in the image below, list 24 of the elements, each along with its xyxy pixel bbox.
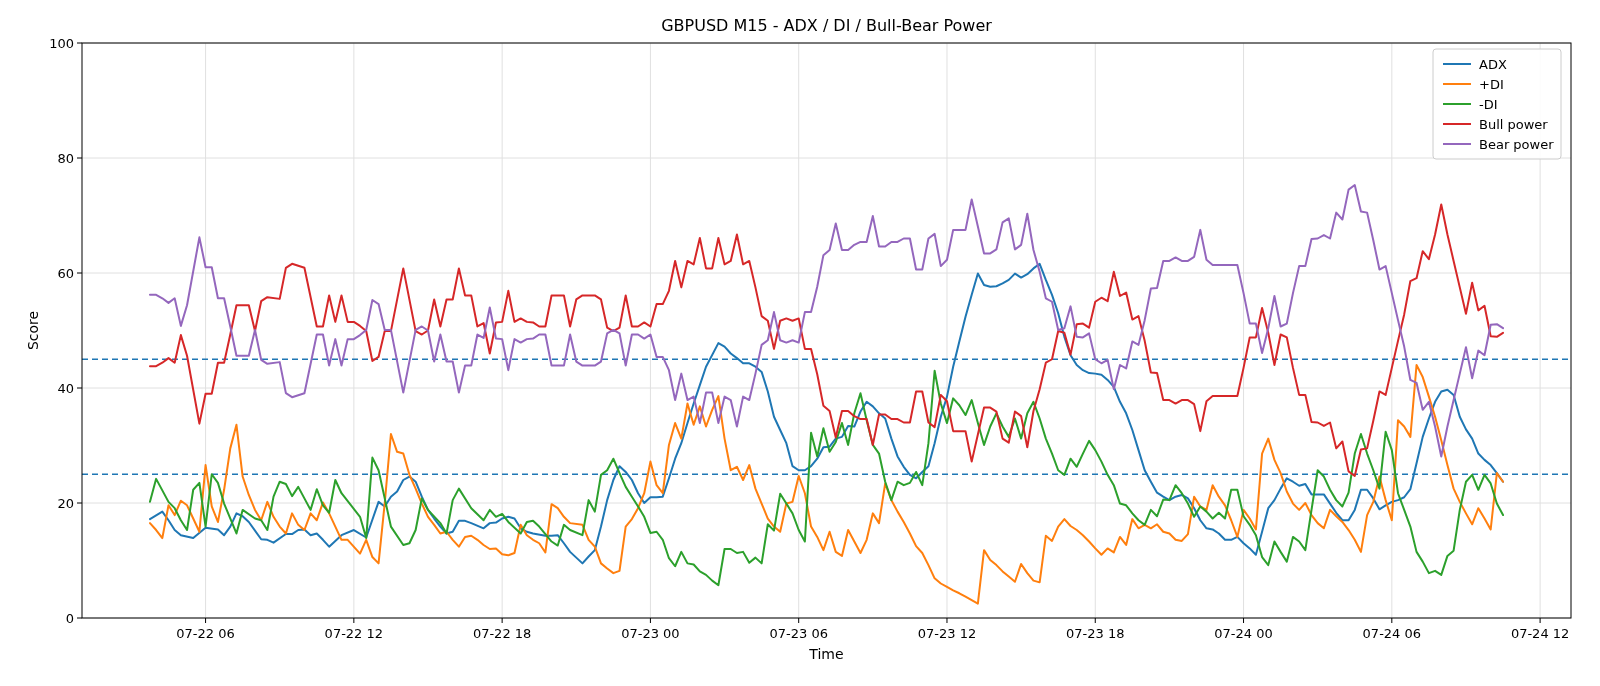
x-tick-label: 07-24 00 — [1214, 626, 1273, 641]
x-tick-label: 07-22 12 — [324, 626, 384, 641]
x-tick-label: 07-23 18 — [1066, 626, 1125, 641]
x-tick-label: 07-24 06 — [1362, 626, 1422, 641]
legend-label: -DI — [1479, 97, 1498, 112]
x-tick-label: 07-24 12 — [1510, 626, 1570, 641]
y-tick-label: 0 — [65, 610, 74, 626]
y-tick-label: 80 — [57, 150, 74, 166]
legend-label: +DI — [1479, 77, 1504, 92]
x-tick-label: 07-23 06 — [769, 626, 828, 641]
x-tick-label: 07-22 06 — [176, 626, 235, 641]
chart-title: GBPUSD M15 - ADX / DI / Bull-Bear Power — [661, 16, 993, 35]
y-tick-label: 40 — [57, 380, 74, 396]
y-tick-label: 60 — [57, 265, 74, 281]
x-tick-label: 07-23 00 — [621, 626, 680, 641]
legend-label: ADX — [1479, 57, 1507, 72]
x-axis-title: Time — [808, 646, 844, 662]
legend-label: Bull power — [1479, 117, 1549, 132]
x-tick-label: 07-22 18 — [472, 626, 532, 641]
y-axis-title: Score — [25, 310, 41, 351]
y-tick-label: 100 — [49, 35, 74, 51]
x-tick-label: 07-23 12 — [917, 626, 977, 641]
y-tick-label: 20 — [57, 495, 74, 511]
legend-label: Bear power — [1479, 137, 1555, 152]
